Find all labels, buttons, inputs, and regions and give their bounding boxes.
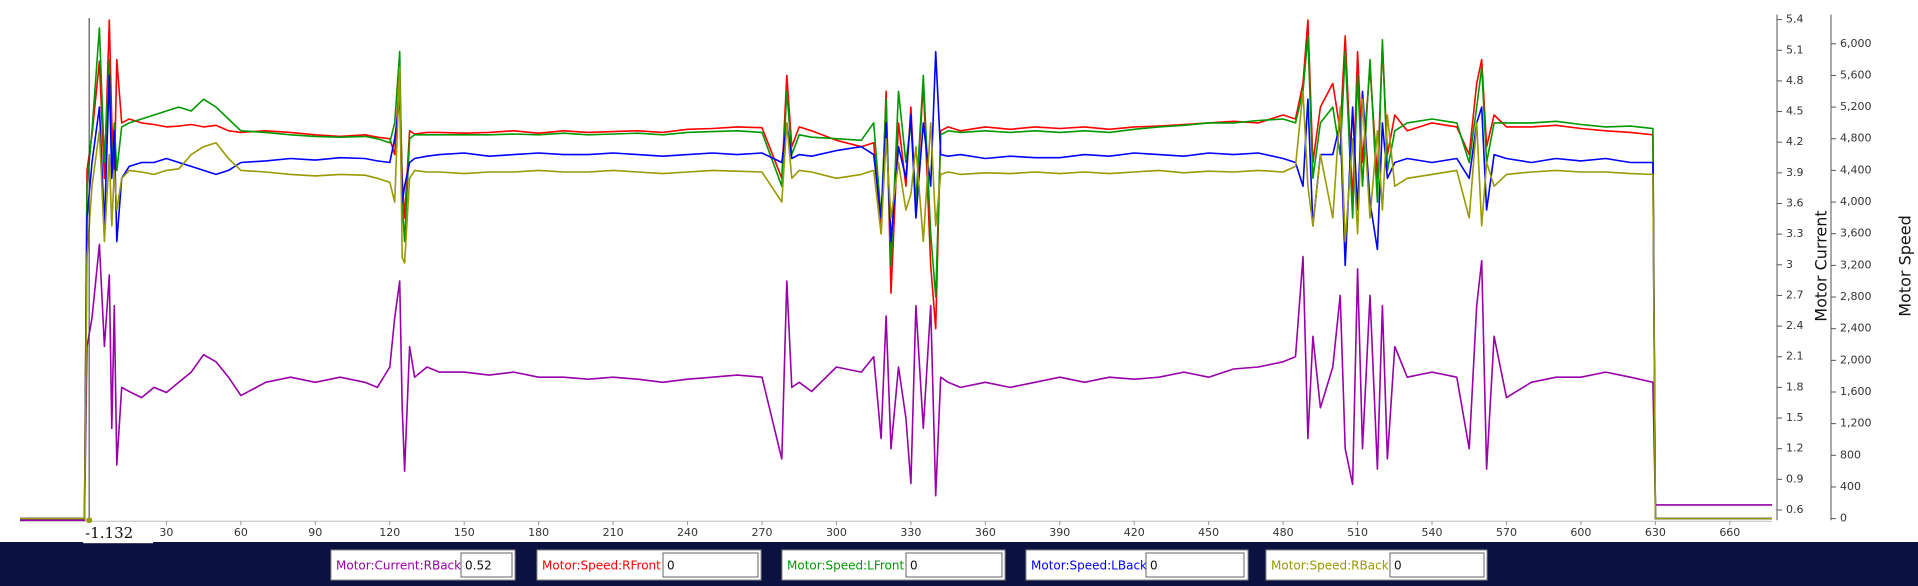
legend-label: Motor:Speed:LFront bbox=[787, 559, 905, 573]
series-line bbox=[20, 243, 1772, 521]
x-tick-label: 210 bbox=[603, 526, 624, 539]
x-tick-label: 120 bbox=[379, 526, 400, 539]
y-tick-label: 3.6 bbox=[1786, 196, 1804, 209]
x-tick-label: 510 bbox=[1347, 526, 1368, 539]
x-tick-label: 60 bbox=[234, 526, 248, 539]
x-tick-label: 600 bbox=[1570, 526, 1591, 539]
y2-tick-label: 0 bbox=[1840, 512, 1847, 525]
readout-input bbox=[662, 552, 759, 578]
x-tick-label: 390 bbox=[1049, 526, 1070, 539]
y-tick-label: 5.1 bbox=[1786, 43, 1804, 56]
readout-input bbox=[1145, 552, 1245, 578]
y2-tick-label: 1,600 bbox=[1840, 385, 1872, 398]
readout-input bbox=[460, 552, 513, 578]
readout-value: 0.52 bbox=[465, 559, 492, 573]
y2-tick-label: 3,200 bbox=[1840, 258, 1872, 271]
x-tick-label: 180 bbox=[528, 526, 549, 539]
y2-tick-label: 3,600 bbox=[1840, 227, 1872, 240]
y2-tick-label: 2,400 bbox=[1840, 322, 1872, 335]
readout-value: 0 bbox=[1394, 559, 1402, 573]
legend-label: Motor:Speed:RBack bbox=[1271, 559, 1389, 573]
y-tick-label: 4.2 bbox=[1786, 135, 1804, 148]
y2-tick-label: 2,800 bbox=[1840, 290, 1872, 303]
y-tick-label: 1.8 bbox=[1786, 380, 1804, 393]
y-tick-label: 4.8 bbox=[1786, 74, 1804, 87]
y2-tick-label: 800 bbox=[1840, 448, 1861, 461]
x-tick-label: 660 bbox=[1719, 526, 1740, 539]
y-tick-label: 3 bbox=[1786, 258, 1793, 271]
y-tick-label: 2.1 bbox=[1786, 350, 1804, 363]
y2-tick-label: 2,000 bbox=[1840, 353, 1872, 366]
x-tick-label: 630 bbox=[1645, 526, 1666, 539]
x-tick-label: 540 bbox=[1422, 526, 1443, 539]
x-tick-label: 360 bbox=[975, 526, 996, 539]
y-tick-label: 1.2 bbox=[1786, 442, 1804, 455]
cursor-label: -1.132 bbox=[85, 524, 133, 542]
y-tick-label: 0.9 bbox=[1786, 472, 1804, 485]
legend-label: Motor:Current:RBack bbox=[336, 559, 461, 573]
readout-value: 0 bbox=[1150, 559, 1158, 573]
readout-input bbox=[905, 552, 1003, 578]
x-tick-label: 330 bbox=[900, 526, 921, 539]
y-tick-label: 0.6 bbox=[1786, 503, 1804, 516]
y-axis-title: Motor Current bbox=[1812, 210, 1831, 321]
x-tick-label: 570 bbox=[1496, 526, 1517, 539]
x-tick-label: 90 bbox=[308, 526, 322, 539]
y-tick-label: 2.4 bbox=[1786, 319, 1804, 332]
x-tick-label: 240 bbox=[677, 526, 698, 539]
cursor-label-bg bbox=[83, 523, 154, 544]
y-tick-label: 3.9 bbox=[1786, 166, 1804, 179]
y2-tick-label: 6,000 bbox=[1840, 37, 1872, 50]
series-line bbox=[20, 66, 1772, 520]
x-tick-label: 450 bbox=[1198, 526, 1219, 539]
y-tick-label: 2.7 bbox=[1786, 288, 1804, 301]
y2-tick-label: 1,200 bbox=[1840, 417, 1872, 430]
x-tick-label: 420 bbox=[1124, 526, 1145, 539]
readout-input bbox=[1389, 552, 1485, 578]
y2-tick-label: 5,600 bbox=[1840, 68, 1872, 81]
x-tick-label: 30 bbox=[159, 526, 173, 539]
y2-tick-label: 4,000 bbox=[1840, 195, 1872, 208]
y-tick-label: 1.5 bbox=[1786, 411, 1804, 424]
y2-tick-label: 5,200 bbox=[1840, 100, 1872, 113]
y-tick-label: 5.4 bbox=[1786, 13, 1804, 26]
x-tick-label: 150 bbox=[454, 526, 475, 539]
y-tick-label: 4.5 bbox=[1786, 105, 1804, 118]
legend-label: Motor:Speed:RFront bbox=[542, 559, 661, 573]
y-tick-label: 3.3 bbox=[1786, 227, 1804, 240]
x-tick-label: 300 bbox=[826, 526, 847, 539]
series-line bbox=[20, 50, 1772, 520]
readout-value: 0 bbox=[910, 559, 918, 573]
y2-tick-label: 4,400 bbox=[1840, 163, 1872, 176]
y2-tick-label: 4,800 bbox=[1840, 132, 1872, 145]
x-tick-label: 480 bbox=[1273, 526, 1294, 539]
readout-value: 0 bbox=[667, 559, 675, 573]
cursor-dot bbox=[86, 517, 93, 524]
y2-axis-title: Motor Speed bbox=[1896, 215, 1915, 316]
legend-label: Motor:Speed:LBack bbox=[1031, 559, 1147, 573]
y2-tick-label: 400 bbox=[1840, 480, 1861, 493]
x-tick-label: 270 bbox=[751, 526, 772, 539]
